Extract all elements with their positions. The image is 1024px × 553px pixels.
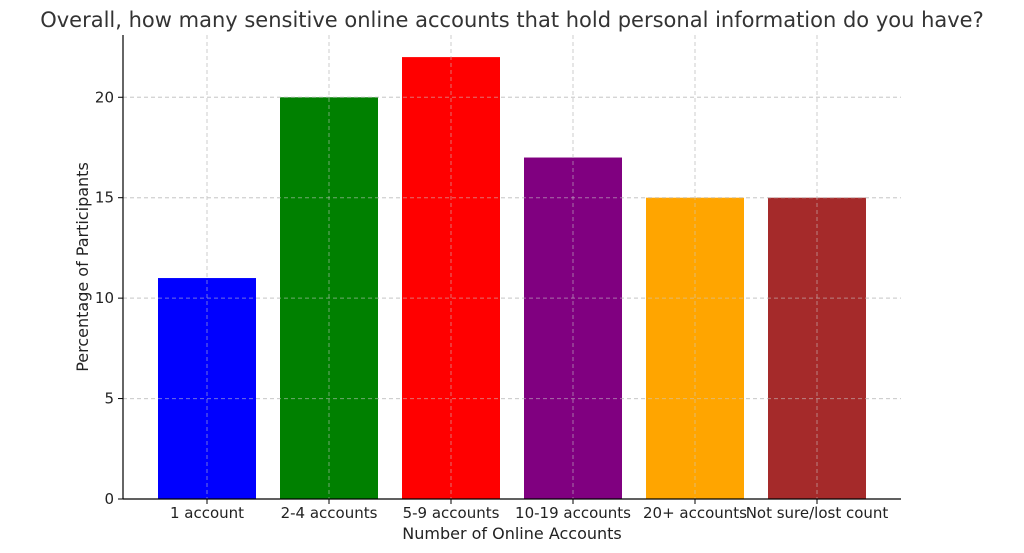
y-axis-label: Percentage of Participants (73, 162, 92, 372)
chart-title: Overall, how many sensitive online accou… (40, 8, 984, 32)
x-tick-label: Not sure/lost count (746, 504, 889, 522)
tick-labels: 0 5 10 15 20 1 account 2-4 accounts 5-9 account… (95, 88, 889, 522)
bars (158, 57, 866, 499)
y-tick-label: 20 (95, 88, 114, 106)
x-tick-label: 1 account (170, 504, 244, 522)
axes (118, 35, 901, 504)
y-tick-label: 5 (104, 390, 114, 408)
x-axis-label: Number of Online Accounts (402, 524, 622, 543)
x-tick-label: 10-19 accounts (515, 504, 631, 522)
y-tick-label: 15 (95, 189, 114, 207)
x-tick-label: 20+ accounts (643, 504, 747, 522)
bar-4 (524, 157, 622, 499)
bar-3 (402, 57, 500, 499)
y-tick-label: 10 (95, 289, 114, 307)
x-tick-label: 2-4 accounts (281, 504, 378, 522)
bar-6 (768, 197, 866, 499)
y-tick-label: 0 (104, 490, 114, 508)
bar-5 (646, 197, 744, 499)
x-tick-label: 5-9 accounts (403, 504, 500, 522)
